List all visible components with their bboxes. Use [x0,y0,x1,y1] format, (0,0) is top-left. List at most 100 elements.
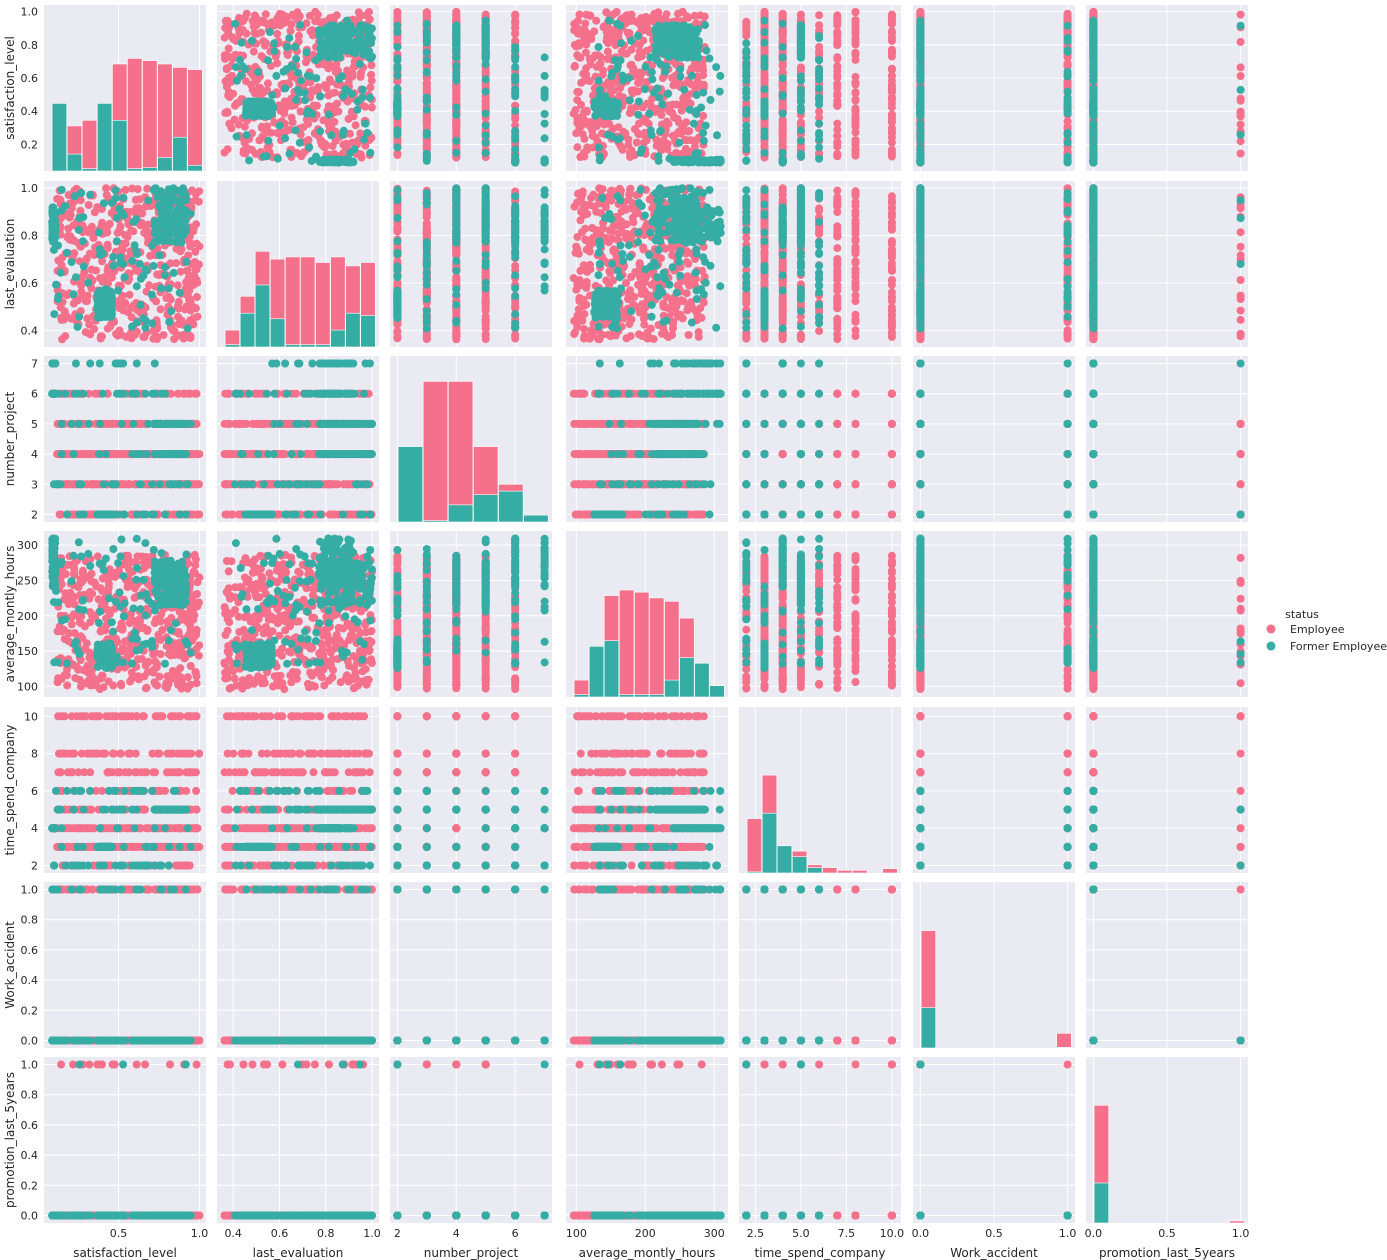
scatter-point [796,63,805,72]
scatter-point [659,136,668,145]
scatter-point [267,128,275,137]
scatter-point [236,56,244,64]
scatter-point [315,17,324,26]
scatter-point [452,47,461,56]
scatter-point [588,131,597,140]
scatter-point [540,93,549,102]
scatter-point [393,149,402,158]
scatter-point [760,110,769,119]
scatter-point [223,16,232,25]
scatter-point [366,93,374,102]
scatter-point [676,72,685,81]
scatter-point [339,126,348,135]
scatter-point [324,110,333,119]
scatter-point [591,51,600,60]
scatter-point [677,129,686,138]
scatter-point [614,123,623,132]
scatter-point [916,60,925,69]
scatter-point [851,50,860,59]
scatter-point [316,44,325,53]
scatter-point [325,121,334,130]
panel-satisfaction_level-vs-Work_accident [913,5,1075,171]
scatter-point [249,47,258,56]
scatter-point [668,73,677,82]
scatter-point [681,144,690,153]
scatter-point [833,13,842,22]
scatter-point [327,131,336,140]
scatter-point [742,93,751,102]
scatter-point [321,25,330,34]
scatter-point [328,158,337,167]
scatter-point [347,89,356,98]
scatter-point [302,109,311,118]
scatter-point [760,38,769,47]
scatter-point [586,11,595,20]
scatter-point [240,138,249,147]
scatter-point [511,63,520,72]
scatter-point [235,29,244,37]
scatter-point [261,39,270,48]
scatter-point [422,67,431,76]
scatter-point [280,97,289,106]
scatter-point [916,46,925,55]
scatter-point [645,109,654,118]
scatter-point [342,16,351,25]
scatter-point [648,75,657,84]
scatter-point [760,62,769,71]
scatter-point [393,100,402,109]
scatter-point [815,11,824,20]
scatter-point [742,53,751,62]
scatter-point [742,156,751,165]
scatter-point [701,21,709,30]
scatter-point [230,115,239,124]
scatter-point [250,28,259,37]
scatter-point [796,126,805,135]
scatter-point [661,21,670,30]
scatter-point [236,71,245,80]
scatter-point [617,39,625,48]
scatter-point [574,39,583,48]
scatter-point [683,93,692,102]
panel-satisfaction_level-vs-promotion_last_5years [1086,5,1248,171]
scatter-point [331,108,340,116]
scatter-point [285,34,294,43]
scatter-point [742,126,751,135]
scatter-point [796,36,805,45]
scatter-point [1063,131,1072,140]
scatter-point [339,38,348,47]
scatter-point [635,119,643,128]
scatter-point [254,68,263,77]
scatter-point [796,43,805,51]
scatter-point [328,142,337,150]
scatter-point [581,19,590,28]
scatter-point [356,72,365,81]
scatter-point [252,13,260,22]
scatter-point [511,113,520,122]
scatter-point [672,28,681,36]
scatter-point [665,154,674,163]
scatter-point [361,119,370,128]
scatter-point [639,138,648,147]
scatter-point [778,158,787,167]
scatter-point [584,118,593,127]
scatter-point [231,63,240,72]
panel-satisfaction_level-vs-last_evaluation [217,5,379,171]
scatter-point [422,56,431,65]
scatter-point [887,72,896,80]
scatter-point [656,127,665,136]
scatter-point [245,103,254,112]
scatter-point [259,111,268,120]
scatter-point [351,49,360,58]
scatter-point [594,76,603,85]
scatter-point [778,60,787,69]
scatter-points [742,7,896,167]
scatter-point [292,54,301,63]
scatter-point [655,47,664,56]
scatter-point [481,138,490,147]
scatter-point [694,53,703,62]
scatter-point [887,35,896,44]
scatter-point [296,107,305,116]
scatter-point [297,76,305,85]
scatter-point [294,85,302,94]
